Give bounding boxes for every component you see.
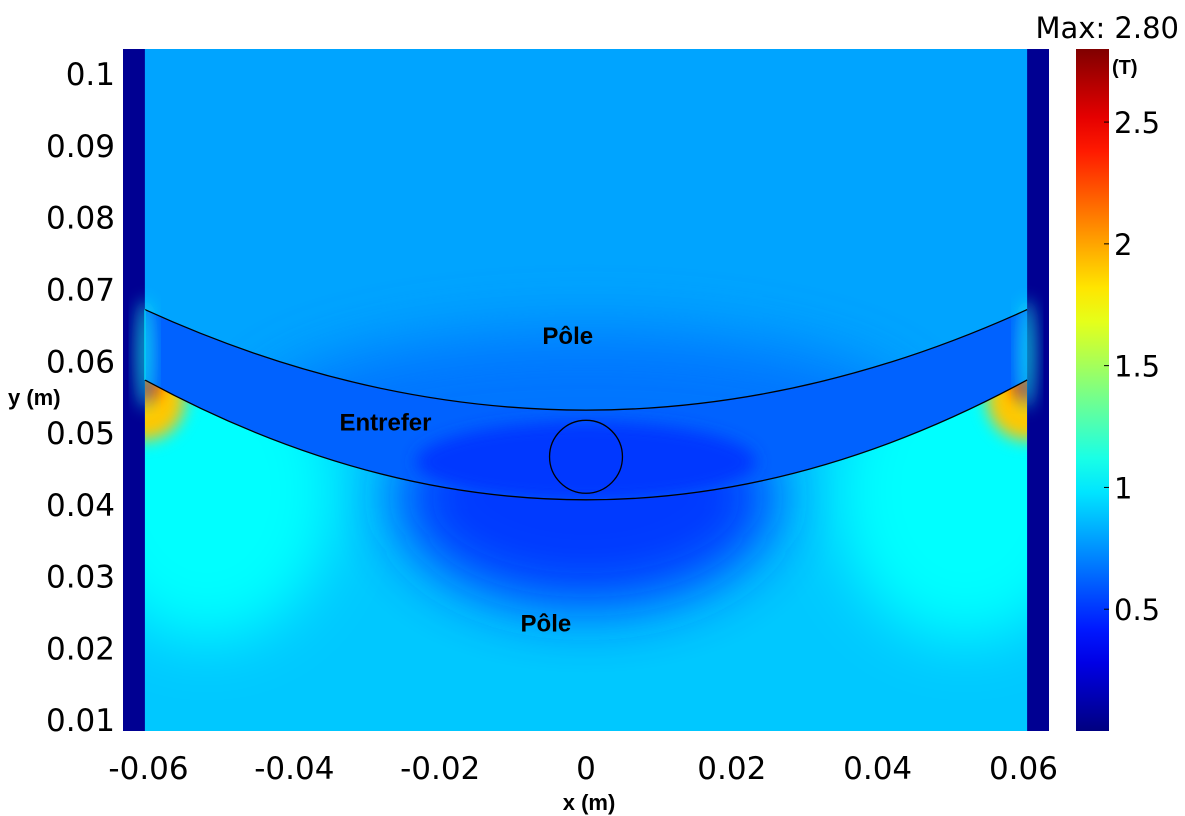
- x-axis-ticks: -0.06 -0.04 -0.02 0 0.02 0.04 0.06: [108, 751, 1058, 787]
- y-tick-label: 0.02: [46, 631, 115, 667]
- region-boundaries: [144, 309, 1028, 501]
- y-tick-label: 0.09: [46, 129, 115, 165]
- colorbar-tick-label: 1: [1114, 471, 1132, 505]
- side-bar: [1027, 49, 1049, 731]
- colorbar-max-label: Max: 2.80: [1035, 11, 1179, 45]
- region-label: Pôle: [542, 323, 593, 350]
- colorbar-tick-label: 2: [1114, 228, 1132, 262]
- air-gap-dark-zone: [416, 421, 756, 500]
- x-tick-label: 0.04: [843, 751, 912, 787]
- region-labels: Pôle Entrefer Pôle: [339, 323, 593, 637]
- colorbar-tick-label: 0.5: [1114, 593, 1160, 627]
- hot-corner-inner: [144, 379, 159, 400]
- region-label: Entrefer: [339, 409, 431, 436]
- x-tick-label: -0.02: [400, 751, 480, 787]
- y-tick-label: 0.05: [46, 416, 115, 452]
- upper-pole-boundary: [144, 309, 1028, 411]
- y-tick-label: 0.06: [46, 344, 115, 380]
- x-axis-label: x (m): [563, 790, 616, 815]
- y-axis-ticks: 0.01 0.02 0.03 0.04 0.05 0.06 0.07 0.08 0.09 0.1: [46, 57, 115, 739]
- x-tick-label: 0.02: [697, 751, 766, 787]
- region-label: Pôle: [521, 610, 572, 637]
- side-bar: [123, 49, 145, 731]
- y-tick-label: 0.03: [46, 560, 115, 596]
- colorbar-tick-label: 1.5: [1114, 350, 1160, 384]
- x-tick-label: 0: [576, 751, 596, 787]
- upper-pole-dark-zone: [256, 330, 916, 411]
- x-tick-label: -0.04: [254, 751, 334, 787]
- colorbar-ticks: 0.5 1 1.5 2 2.5: [1104, 106, 1160, 627]
- y-tick-label: 0.08: [46, 201, 115, 237]
- x-tick-label: 0.06: [989, 751, 1058, 787]
- hot-corner-inner: [1013, 379, 1028, 400]
- y-tick-label: 0.04: [46, 488, 115, 524]
- y-tick-label: 0.07: [46, 272, 115, 308]
- y-tick-label: 0.01: [46, 703, 115, 739]
- field-layer: [123, 49, 1049, 731]
- colorbar: Max: 2.80 (T) 0.5 1 1.5 2 2.5: [1035, 11, 1179, 731]
- y-axis-label: y (m): [8, 385, 61, 410]
- colorbar-tick-label: 2.5: [1114, 106, 1160, 140]
- colorbar-unit-label: (T): [1112, 57, 1138, 79]
- lower-pole-boundary: [144, 379, 1028, 501]
- colorbar-gradient: [1076, 49, 1109, 731]
- hot-corner-outer: [144, 379, 185, 440]
- y-tick-label: 0.1: [66, 57, 115, 93]
- conductor-circle: [548, 419, 624, 494]
- upper-pole-field: [144, 49, 1028, 411]
- x-tick-label: -0.06: [108, 751, 188, 787]
- hot-corner-outer: [987, 379, 1028, 440]
- tip-glow: [1019, 299, 1036, 410]
